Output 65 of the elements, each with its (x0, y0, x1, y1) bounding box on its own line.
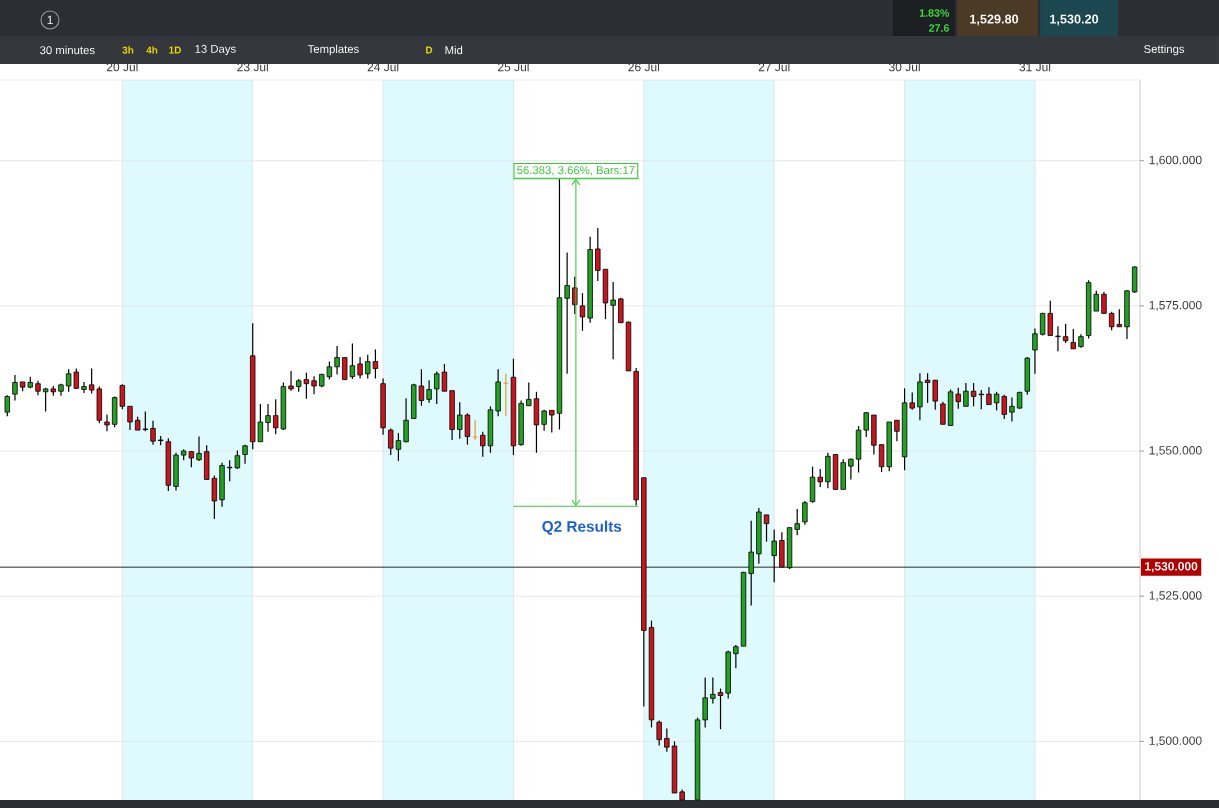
candlestick (1032, 327, 1038, 375)
text: Settings (1144, 44, 1185, 56)
text: 1.83% (919, 9, 950, 17)
annotation: Q2 Results (542, 520, 622, 535)
candlestick (748, 520, 754, 607)
candlestick (1009, 397, 1015, 423)
candlestick (288, 370, 294, 392)
text: D (426, 46, 433, 54)
candlestick (81, 381, 87, 394)
candlestick (502, 373, 509, 417)
text: Templates (307, 44, 359, 56)
candlestick (618, 297, 624, 324)
candlestick (894, 419, 900, 442)
text: 1,529.80 (970, 14, 1019, 26)
text: 13 Days (195, 44, 236, 56)
text: 1,530.20 (1050, 14, 1099, 26)
annotation: 56.383, 3.66%, Bars:17 (517, 166, 635, 176)
candlestick (4, 394, 10, 417)
y-tick-label: 1,550.000 (1149, 446, 1202, 456)
text: 1 (47, 15, 53, 25)
candlestick (526, 381, 532, 407)
candlestick (610, 281, 616, 360)
candlestick (334, 345, 340, 375)
candlestick (717, 687, 724, 730)
y-tick-label: 1,600.000 (1149, 155, 1202, 166)
candlestick (733, 644, 739, 669)
candlestick (104, 413, 110, 432)
candlestick (579, 292, 586, 332)
text: 27.6 (929, 24, 950, 32)
candlestick (1055, 325, 1061, 352)
candlestick (564, 251, 570, 375)
candlestick (794, 508, 800, 536)
candlestick (12, 374, 18, 402)
candlestick (702, 676, 708, 729)
candlestick (802, 500, 808, 526)
text: 4h (146, 46, 158, 54)
candlestick (150, 420, 156, 446)
y-tick-label: 1,575.000 (1149, 300, 1202, 311)
y-tick-label: 1,500.000 (1149, 736, 1202, 747)
candlestick (963, 382, 969, 407)
candlestick (549, 409, 555, 434)
ref-line-label: 1,530.000 (1145, 562, 1198, 573)
candlestick (196, 435, 202, 462)
candlestick (426, 379, 432, 404)
y-tick-label: 1,525.000 (1149, 591, 1202, 602)
candlestick (664, 727, 670, 753)
candlestick (595, 227, 601, 282)
candlestick (940, 401, 946, 425)
candlestick (403, 397, 409, 443)
candlestick (357, 356, 363, 380)
text: 1D (169, 46, 181, 54)
text: 30 minutes (40, 45, 95, 55)
text: Mid (445, 45, 463, 55)
candlestick (127, 405, 133, 431)
candlestick (311, 375, 317, 395)
candlestick (771, 528, 777, 583)
candlestick (763, 514, 770, 543)
candlestick (710, 676, 716, 705)
candlestick (1070, 328, 1076, 350)
candlestick (472, 419, 479, 441)
candlestick (1062, 323, 1069, 344)
candlestick (656, 719, 662, 747)
candlestick (1101, 291, 1107, 315)
text: 3h (122, 46, 134, 54)
candlestick (265, 403, 271, 433)
